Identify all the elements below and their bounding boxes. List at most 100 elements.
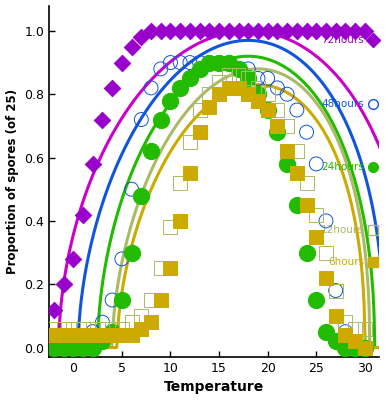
Point	[129, 249, 135, 256]
Point	[333, 287, 339, 294]
Point	[274, 28, 280, 34]
Point	[303, 202, 310, 208]
Point	[216, 59, 222, 66]
Point	[70, 332, 76, 338]
Point	[352, 338, 358, 344]
Point	[284, 123, 290, 129]
Point	[90, 328, 96, 335]
Point	[109, 85, 115, 91]
Point	[264, 28, 271, 34]
Point	[284, 161, 290, 167]
Point	[294, 28, 300, 34]
Point	[216, 28, 222, 34]
Point	[138, 325, 144, 332]
Point	[70, 256, 76, 262]
Point	[352, 325, 358, 332]
Point	[362, 344, 368, 351]
Y-axis label: Proportion of spores (of 25): Proportion of spores (of 25)	[5, 89, 18, 274]
Point	[216, 91, 222, 98]
Point	[109, 297, 115, 303]
Point	[323, 328, 329, 335]
Point	[362, 344, 368, 351]
Point	[197, 66, 203, 72]
Point	[236, 72, 242, 78]
Point	[148, 319, 154, 325]
Point	[362, 28, 368, 34]
Point	[313, 161, 319, 167]
Point	[129, 44, 135, 50]
Point	[158, 265, 164, 272]
Point	[245, 75, 251, 82]
Point	[352, 344, 358, 351]
Point	[80, 332, 86, 338]
Point	[236, 85, 242, 91]
Point	[342, 28, 348, 34]
Point	[226, 59, 232, 66]
Point	[323, 218, 329, 224]
Point	[245, 66, 251, 72]
Point	[284, 148, 290, 154]
Point	[167, 28, 174, 34]
Point	[167, 97, 174, 104]
Point	[158, 297, 164, 303]
Point	[264, 91, 271, 98]
Point	[323, 249, 329, 256]
Point	[206, 28, 213, 34]
Point	[333, 338, 339, 344]
Point	[342, 328, 348, 335]
Point	[274, 107, 280, 113]
Point	[274, 123, 280, 129]
Point	[167, 265, 174, 272]
Point	[60, 344, 67, 351]
Point	[197, 28, 203, 34]
Point	[197, 59, 203, 66]
Point	[129, 186, 135, 192]
Point	[274, 129, 280, 136]
Point	[99, 338, 105, 344]
Point	[148, 85, 154, 91]
Text: 48hours: 48hours	[321, 99, 364, 109]
Point	[187, 170, 193, 176]
Point	[284, 91, 290, 98]
Point	[216, 59, 222, 66]
Point	[236, 28, 242, 34]
Point	[167, 224, 174, 230]
Point	[313, 297, 319, 303]
Point	[109, 328, 115, 335]
Point	[255, 91, 261, 98]
Point	[80, 211, 86, 218]
Point	[129, 319, 135, 325]
Point	[80, 344, 86, 351]
Point	[51, 325, 57, 332]
Point	[206, 59, 213, 66]
Point	[51, 344, 57, 351]
Point	[148, 297, 154, 303]
Point	[323, 275, 329, 281]
Point	[323, 28, 329, 34]
Point	[264, 107, 271, 113]
Point	[294, 170, 300, 176]
Point	[60, 332, 67, 338]
Point	[236, 66, 242, 72]
Point	[303, 249, 310, 256]
Point	[119, 59, 125, 66]
Point	[264, 107, 271, 113]
Point	[99, 319, 105, 325]
Point	[303, 180, 310, 186]
Point	[216, 78, 222, 85]
Point	[264, 75, 271, 82]
Point	[294, 148, 300, 154]
Point	[70, 325, 76, 332]
Text: 12hours: 12hours	[321, 225, 364, 235]
Point	[245, 75, 251, 82]
X-axis label: Temperature: Temperature	[164, 380, 264, 394]
Point	[245, 28, 251, 34]
Point	[158, 66, 164, 72]
Point	[226, 72, 232, 78]
Point	[342, 332, 348, 338]
Point	[187, 75, 193, 82]
Point	[167, 59, 174, 66]
Point	[99, 116, 105, 123]
Point	[206, 104, 213, 110]
Point	[129, 332, 135, 338]
